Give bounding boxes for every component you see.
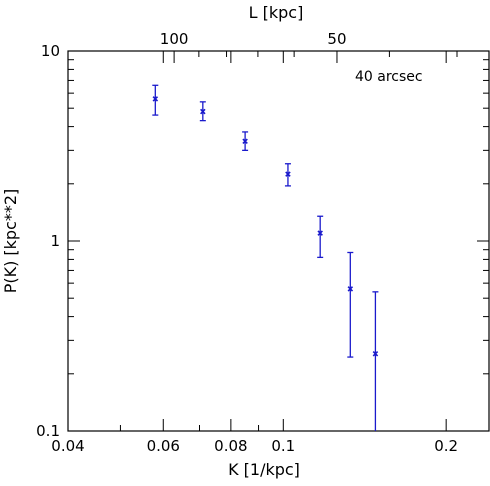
- plot-frame: [67, 50, 490, 432]
- top-tick-label: 100: [160, 30, 189, 48]
- y-tick-label: 10: [41, 42, 60, 60]
- data-point: [152, 96, 159, 102]
- data-point: [242, 138, 248, 145]
- data-point: [200, 108, 206, 115]
- data-point: [317, 230, 323, 236]
- axes: 0.04 0.06 0.08 0.1 0.2 100 50 0.1 1 10: [36, 30, 490, 455]
- data-point: [347, 286, 354, 292]
- x-tick-label: 0.06: [147, 437, 180, 455]
- x-tick-label: 0.04: [51, 437, 84, 455]
- y-axis-label: P(K) [kpc**2]: [1, 189, 20, 294]
- data-point: [285, 171, 291, 177]
- y-tick-label: 1: [50, 232, 60, 250]
- chart-annotation: 40 arcsec: [355, 69, 423, 85]
- data-point: [372, 350, 379, 357]
- y-tick-label: 0.1: [36, 422, 60, 440]
- x-tick-label: 0.08: [214, 437, 247, 455]
- x-tick-label: 0.2: [434, 437, 458, 455]
- x-tick-label: 0.1: [271, 437, 295, 455]
- top-tick-label: 50: [327, 30, 346, 48]
- x-axis-label: K [1/kpc]: [228, 460, 300, 479]
- data-points: [152, 84, 379, 431]
- top-axis-label: L [kpc]: [249, 3, 304, 22]
